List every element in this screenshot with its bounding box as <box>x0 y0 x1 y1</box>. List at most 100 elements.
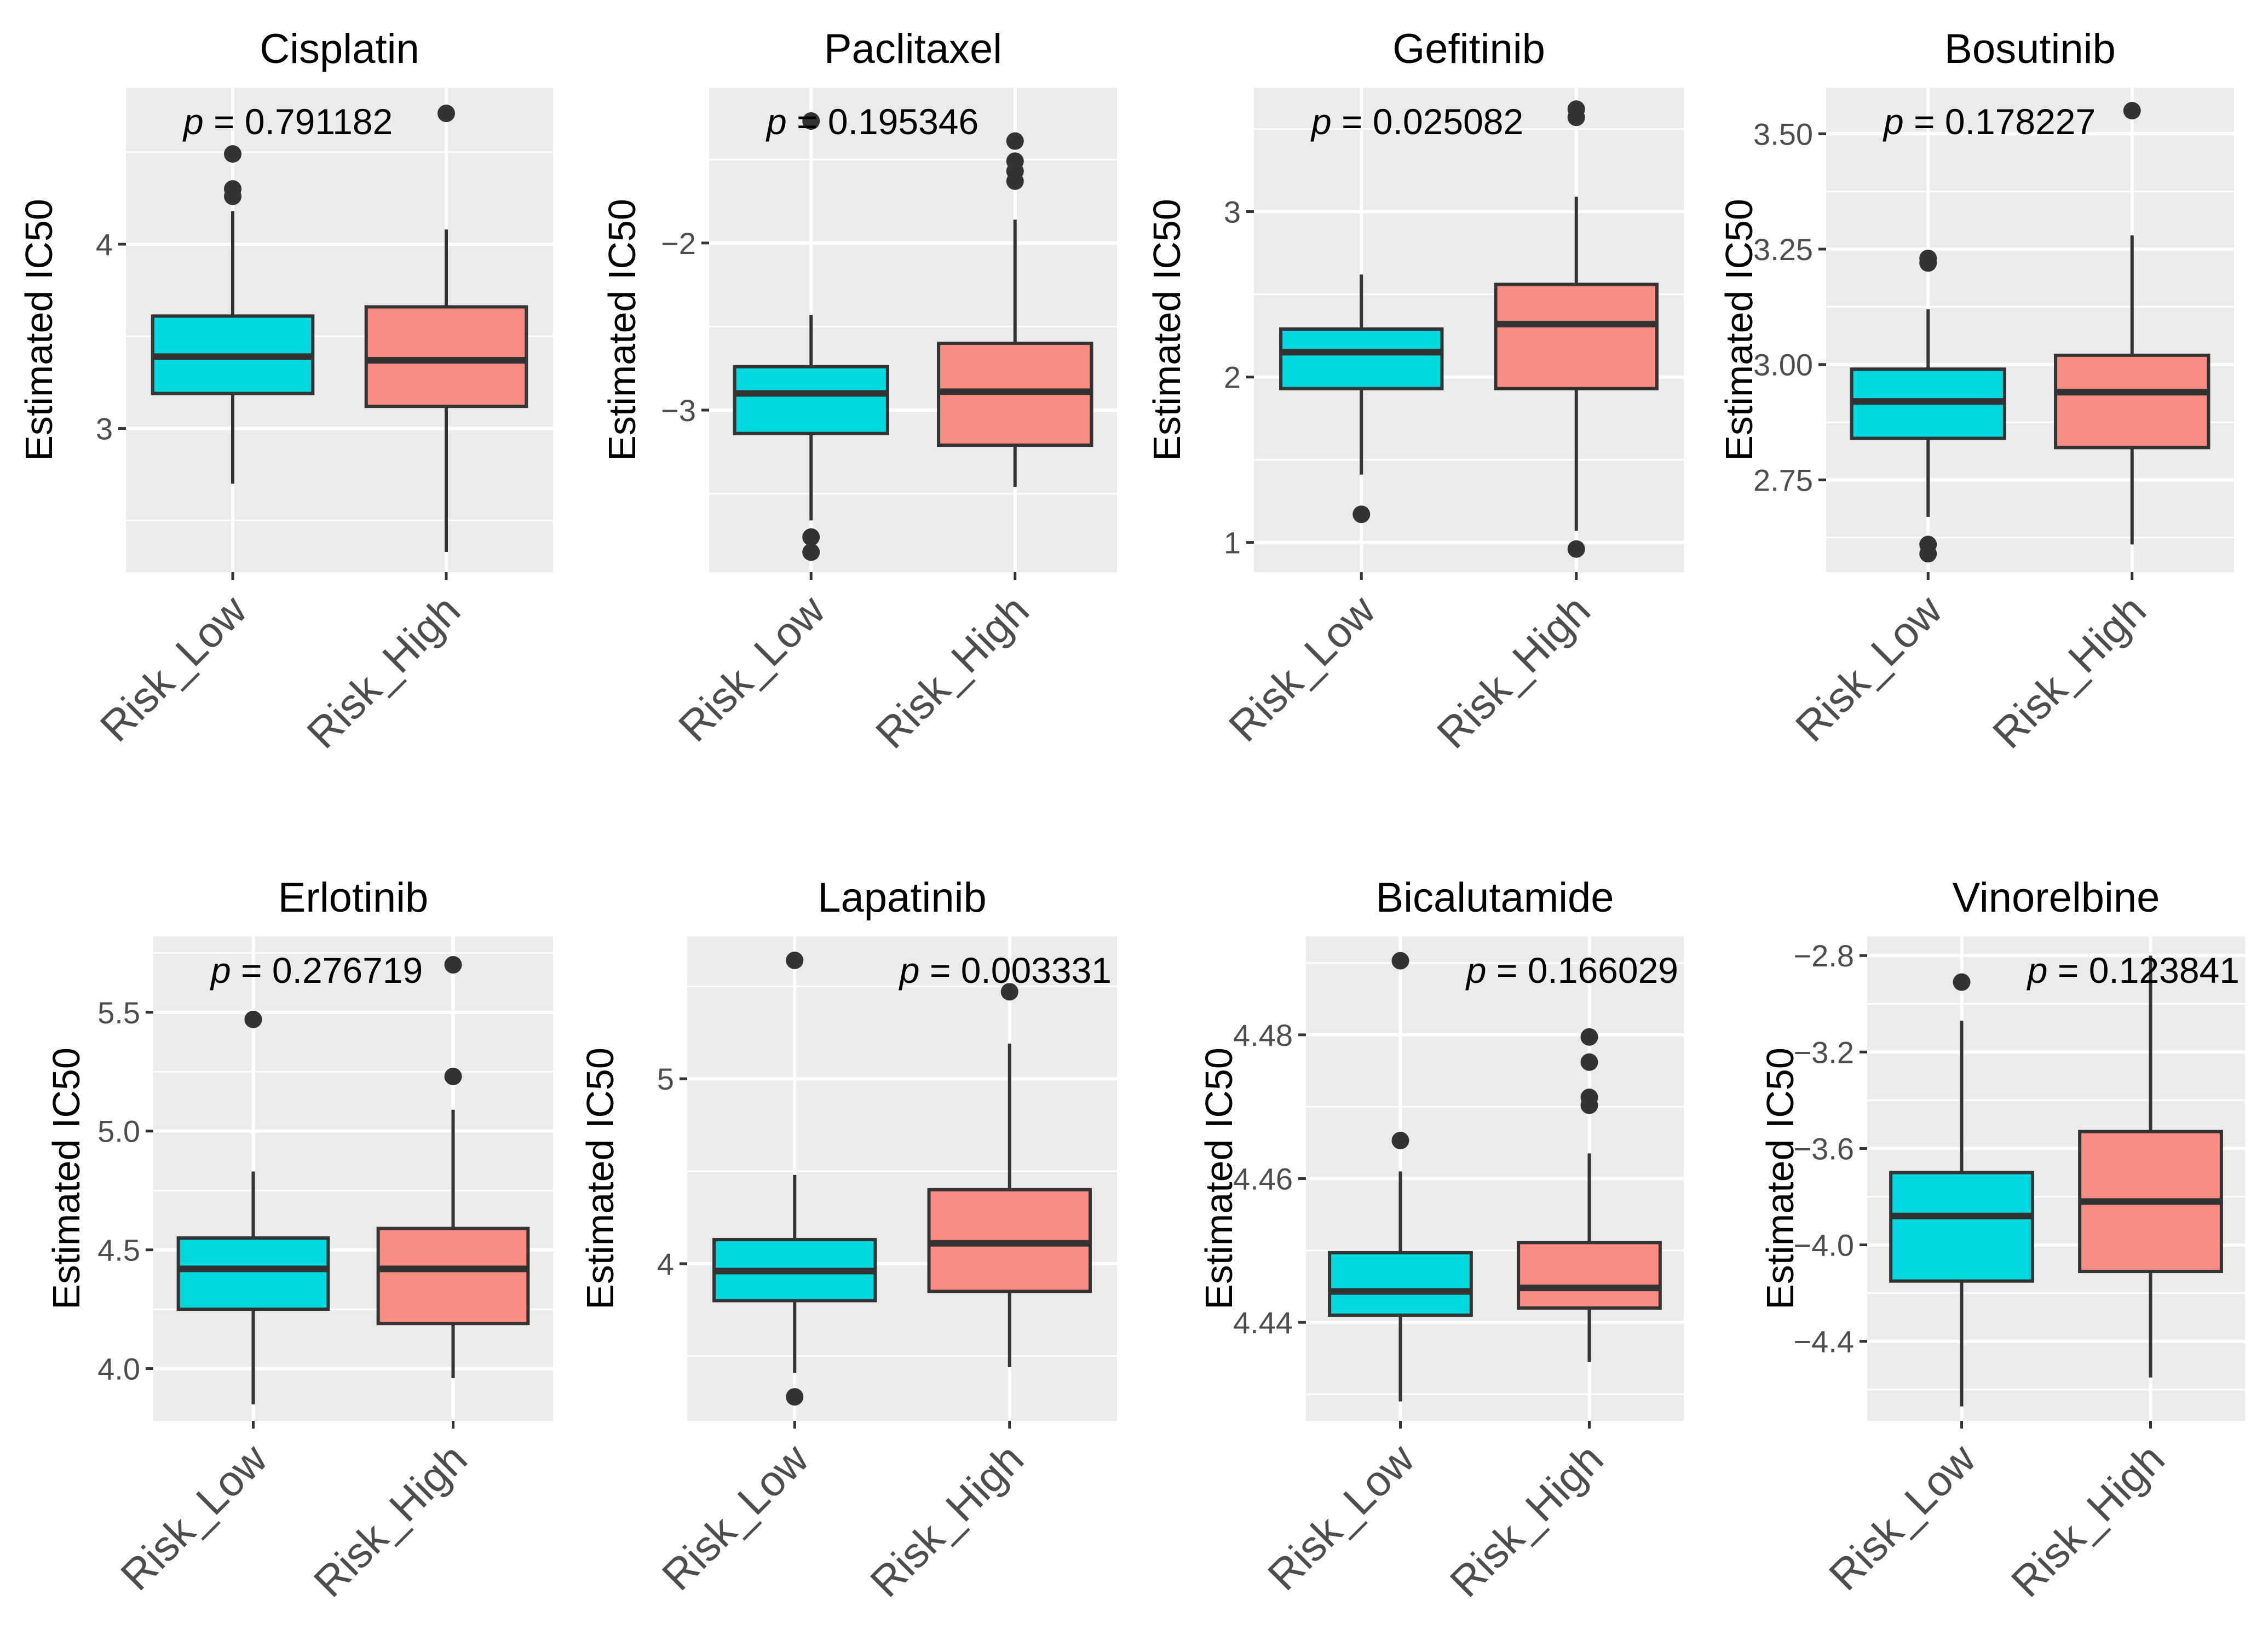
y-tick-label: 3.25 <box>1753 232 1813 267</box>
outlier-point <box>224 145 241 163</box>
y-axis-label: Estimated IC50 <box>601 199 643 461</box>
outlier-point <box>1567 540 1585 558</box>
y-tick-label: −3 <box>661 393 696 428</box>
panel-title: Paclitaxel <box>824 26 1002 72</box>
outlier-point <box>1391 952 1409 970</box>
outlier-point <box>1580 1028 1598 1046</box>
box-risk-low <box>1850 249 2006 563</box>
outlier-point <box>786 951 804 969</box>
box-risk-low <box>733 112 889 561</box>
box-risk-high <box>1517 1028 1662 1362</box>
box-risk-low <box>712 951 877 1406</box>
outlier-point <box>1006 132 1024 150</box>
box-body <box>1279 327 1444 390</box>
plot-background <box>153 936 553 1421</box>
p-value: = 0.791182 <box>204 101 393 142</box>
p-symbol: p <box>1883 101 1904 142</box>
outlier-point <box>444 1067 462 1085</box>
box-risk-low <box>176 1010 330 1404</box>
p-value: = 0.025082 <box>1332 101 1524 142</box>
outlier-point <box>1567 100 1585 118</box>
outlier-point <box>786 1388 804 1406</box>
box-body <box>1517 1241 1662 1310</box>
p-value: = 0.195346 <box>787 101 979 142</box>
p-value-label: p = 0.195346 <box>765 101 978 142</box>
y-axis-label: Estimated IC50 <box>18 199 60 461</box>
p-value: = 0.276719 <box>231 950 423 991</box>
y-axis-label: Estimated IC50 <box>1145 199 1188 461</box>
box-body <box>176 1236 330 1311</box>
y-tick-label: 3 <box>1224 195 1241 229</box>
box-body <box>1494 283 1659 390</box>
panel-title: Vinorelbine <box>1953 874 2160 921</box>
y-tick-label: 4.46 <box>1233 1162 1293 1196</box>
outlier-point <box>2123 102 2141 120</box>
p-value-label: p = 0.123841 <box>2027 950 2240 991</box>
p-value-label: p = 0.791182 <box>182 101 393 142</box>
box-body <box>2054 353 2211 450</box>
p-symbol: p <box>1310 101 1332 142</box>
y-axis-label: Estimated IC50 <box>1759 1047 1801 1310</box>
box-risk-low <box>1328 952 1473 1402</box>
box-body <box>1328 1251 1473 1317</box>
box-risk-high <box>937 132 1093 487</box>
y-tick-label: 4.44 <box>1233 1305 1293 1340</box>
p-value: = 0.166029 <box>1487 950 1679 991</box>
y-tick-label: 4.48 <box>1233 1018 1293 1052</box>
outlier-point <box>444 956 462 974</box>
box-body <box>376 1227 530 1326</box>
y-tick-label: 5.5 <box>97 995 140 1030</box>
y-tick-label: 3 <box>96 412 113 446</box>
box-body <box>364 305 528 408</box>
outlier-point <box>224 180 241 198</box>
y-tick-label: −4.0 <box>1793 1228 1854 1263</box>
box-body <box>733 365 889 435</box>
plot-background <box>1826 88 2234 572</box>
box-risk-high <box>2078 955 2223 1378</box>
outlier-point <box>1919 249 1937 267</box>
panel-title: Lapatinib <box>818 874 987 921</box>
box-risk-low <box>1889 973 2034 1407</box>
panel-title: Cisplatin <box>260 26 419 72</box>
box-body <box>1889 1171 2034 1283</box>
y-tick-label: 4 <box>96 227 113 262</box>
y-tick-label: 4.5 <box>97 1233 140 1268</box>
p-value-label: p = 0.025082 <box>1310 101 1523 142</box>
p-value-label: p = 0.003331 <box>899 950 1112 991</box>
box-risk-high <box>376 956 530 1378</box>
y-tick-label: 5 <box>657 1062 674 1096</box>
plot-background <box>687 936 1117 1421</box>
outlier-point <box>1352 505 1371 523</box>
p-value: = 0.003331 <box>920 950 1112 991</box>
box-risk-low <box>1279 274 1444 523</box>
outlier-point <box>438 105 455 123</box>
y-tick-label: −2.8 <box>1793 938 1854 973</box>
y-tick-label: 5.0 <box>97 1114 140 1149</box>
box-risk-high <box>927 983 1092 1368</box>
y-axis-label: Estimated IC50 <box>579 1047 621 1310</box>
y-axis-label: Estimated IC50 <box>45 1047 88 1310</box>
p-symbol: p <box>182 101 204 142</box>
y-tick-label: 3.50 <box>1753 117 1813 151</box>
y-tick-label: 2 <box>1224 360 1241 395</box>
y-tick-label: 3.00 <box>1753 348 1813 382</box>
p-symbol: p <box>899 950 920 991</box>
outlier-point <box>1580 1053 1598 1071</box>
y-tick-label: 1 <box>1224 526 1241 560</box>
panel-title: Gefitinib <box>1392 26 1545 72</box>
outlier-point <box>1006 172 1024 190</box>
p-symbol: p <box>765 101 787 142</box>
y-tick-label: −3.6 <box>1793 1131 1854 1166</box>
box-risk-low <box>151 145 315 484</box>
outlier-point <box>244 1010 262 1028</box>
outlier-point <box>1391 1131 1409 1149</box>
outlier-point <box>802 528 820 546</box>
outlier-point <box>1953 973 1971 991</box>
p-value-label: p = 0.166029 <box>1465 950 1678 991</box>
panel-title: Bosutinib <box>1944 26 2116 72</box>
